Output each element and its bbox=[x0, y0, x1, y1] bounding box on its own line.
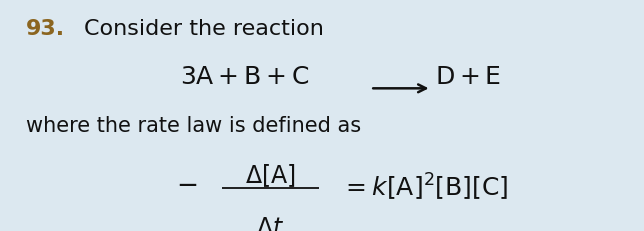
Text: $\Delta t$: $\Delta t$ bbox=[256, 215, 285, 231]
Text: $-$: $-$ bbox=[176, 171, 198, 197]
Text: Consider the reaction: Consider the reaction bbox=[84, 18, 323, 38]
Text: $\mathsf{3A + B + C}$: $\mathsf{3A + B + C}$ bbox=[180, 65, 310, 88]
Text: $\mathsf{D + E}$: $\mathsf{D + E}$ bbox=[435, 65, 501, 88]
Text: 93.: 93. bbox=[26, 18, 65, 38]
Text: $\Delta[\mathrm{A}]$: $\Delta[\mathrm{A}]$ bbox=[245, 162, 296, 188]
Text: $= k[\mathrm{A}]^{2}[\mathrm{B}][\mathrm{C}]$: $= k[\mathrm{A}]^{2}[\mathrm{B}][\mathrm… bbox=[341, 172, 509, 203]
Text: where the rate law is defined as: where the rate law is defined as bbox=[26, 116, 361, 135]
